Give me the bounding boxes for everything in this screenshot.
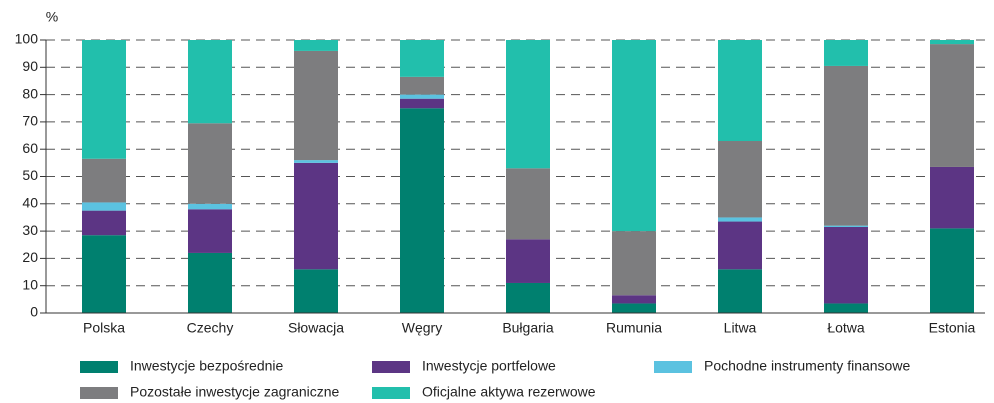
- y-tick-label: 30: [22, 222, 38, 238]
- legend-swatch: [80, 387, 118, 399]
- x-tick-label: Rumunia: [606, 320, 662, 336]
- bar-segment: [400, 94, 444, 99]
- bar-segment: [718, 141, 762, 218]
- bar-segment: [82, 210, 126, 236]
- bar-segment: [718, 221, 762, 270]
- bar-segment: [188, 209, 232, 253]
- legend-label: Inwestycje bezpośrednie: [130, 358, 284, 374]
- y-tick-label: 10: [22, 276, 38, 292]
- bar-segment: [930, 40, 974, 45]
- y-tick-label: 0: [30, 304, 38, 320]
- y-tick-label: 70: [22, 113, 38, 129]
- bar-segment: [506, 168, 550, 240]
- bar-segment: [506, 239, 550, 283]
- bar-segment: [294, 40, 338, 51]
- bar-segment: [188, 40, 232, 124]
- bar-segment: [294, 269, 338, 313]
- bar-segment: [506, 282, 550, 313]
- legend-label: Pochodne instrumenty finansowe: [704, 358, 910, 374]
- legend-swatch: [80, 361, 118, 373]
- legend-label: Inwestycje portfelowe: [422, 358, 556, 374]
- bar-segment: [824, 225, 868, 228]
- bar-segment: [718, 217, 762, 222]
- y-tick-label: 60: [22, 140, 38, 156]
- x-tick-label: Polska: [83, 320, 125, 336]
- x-tick-label: Łotwa: [827, 320, 865, 336]
- bar-segment: [294, 50, 338, 161]
- bar-segment: [824, 40, 868, 66]
- y-tick-label: 90: [22, 58, 38, 74]
- y-tick-label: 80: [22, 85, 38, 101]
- bar-segment: [612, 295, 656, 304]
- bar-segment: [930, 166, 974, 229]
- bar-segment: [82, 202, 126, 211]
- x-tick-label: Litwa: [724, 320, 757, 336]
- bar-segment: [188, 252, 232, 313]
- x-tick-label: Węgry: [402, 320, 442, 336]
- bar-segment: [718, 40, 762, 142]
- legend-swatch: [372, 387, 410, 399]
- x-tick-label: Bułgaria: [502, 320, 554, 336]
- bar-segment: [82, 235, 126, 313]
- bar-segment: [824, 227, 868, 304]
- y-tick-label: 40: [22, 195, 38, 211]
- x-tick-label: Czechy: [187, 320, 234, 336]
- y-tick-label: 20: [22, 249, 38, 265]
- bar-segment: [612, 40, 656, 232]
- bar-segment: [930, 44, 974, 167]
- bar-segment: [824, 303, 868, 313]
- bar-segment: [400, 108, 444, 313]
- bar-segment: [506, 40, 550, 169]
- bar-segment: [82, 40, 126, 159]
- bar-segment: [400, 98, 444, 109]
- bar-segment: [718, 269, 762, 313]
- bar-segment: [824, 65, 868, 226]
- bar-segment: [82, 158, 126, 203]
- bar-segment: [612, 231, 656, 296]
- y-tick-label: 50: [22, 167, 38, 183]
- bar-segment: [188, 123, 232, 204]
- bar-segment: [612, 303, 656, 313]
- legend-label: Pozostałe inwestycje zagraniczne: [130, 384, 340, 400]
- legend-swatch: [372, 361, 410, 373]
- bar-segment: [188, 203, 232, 210]
- x-tick-label: Estonia: [929, 320, 976, 336]
- y-tick-label: 100: [15, 31, 39, 47]
- bar-segment: [294, 162, 338, 270]
- bar-segment: [400, 40, 444, 77]
- bar-segment: [294, 160, 338, 163]
- legend-label: Oficjalne aktywa rezerwowe: [422, 384, 596, 400]
- legend-swatch: [654, 361, 692, 373]
- x-tick-label: Słowacja: [288, 320, 344, 336]
- bar-segment: [400, 76, 444, 95]
- y-axis-label: %: [46, 9, 58, 25]
- bar-segment: [930, 228, 974, 313]
